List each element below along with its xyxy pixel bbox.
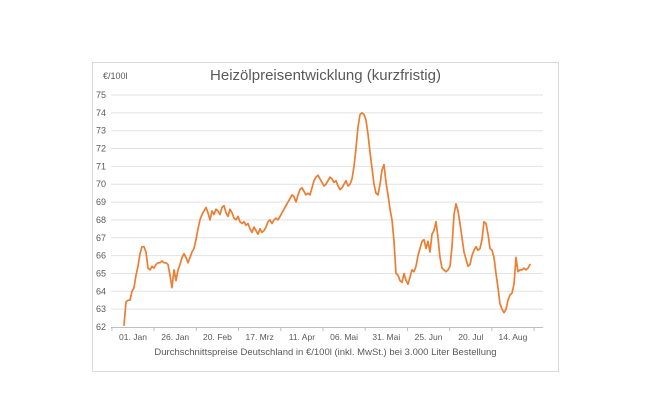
y-axis-unit-label: €/100l [103,71,128,81]
y-axis-tick-label: 63 [96,304,106,314]
y-axis-tick-label: 74 [96,108,106,118]
chart-card: €/100l Heizölpreisentwicklung (kurzfrist… [92,62,559,372]
x-axis-tick-label: 17. Mrz [245,332,273,342]
x-axis-tick-label: 31. Mai [372,332,400,342]
y-axis-tick-label: 67 [96,233,106,243]
y-axis-tick-label: 70 [96,179,106,189]
x-axis-tick-label: 06. Mai [330,332,358,342]
x-axis-tick-label: 26. Jan [161,332,189,342]
x-axis-tick-label: 20. Feb [203,332,232,342]
x-axis-tick-label: 11. Apr [289,332,315,342]
x-axis-tick-label: 25. Jun [415,332,443,342]
line-chart-plot: 62 63 64 65 66 67 68 69 70 71 72 73 74 75 01. Jan 26. J… [96,90,543,342]
chart-title: Heizölpreisentwicklung (kurzfristig) [210,67,441,84]
x-axis-tick-label: 20. Jul [458,332,483,342]
y-axis-tick-label: 69 [96,197,106,207]
price-line-series [123,111,531,327]
x-axis-tick-label: 01. Jan [119,332,147,342]
y-axis-tick-label: 68 [96,215,106,225]
x-axis-tick-label: 14. Aug [499,332,528,342]
y-axis-tick-label: 62 [96,322,106,332]
y-axis-tick-label: 66 [96,251,106,261]
y-axis-tick-label: 64 [96,286,106,296]
y-axis-tick-label: 72 [96,144,106,154]
y-axis-tick-label: 71 [96,161,106,171]
y-axis-tick-label: 75 [96,90,106,100]
chart-footer: Durchschnittspreise Deutschland in €/100… [154,347,497,358]
y-axis-tick-label: 73 [96,126,106,136]
y-axis-tick-label: 65 [96,268,106,278]
